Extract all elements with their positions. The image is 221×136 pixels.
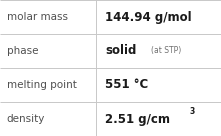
- Text: solid: solid: [105, 44, 136, 58]
- Text: 3: 3: [190, 107, 195, 116]
- Text: 551 °C: 551 °C: [105, 78, 148, 92]
- Text: phase: phase: [7, 46, 38, 56]
- Text: density: density: [7, 114, 45, 124]
- Text: (at STP): (at STP): [151, 47, 181, 55]
- Text: 2.51 g/cm: 2.51 g/cm: [105, 112, 170, 126]
- Text: 144.94 g/mol: 144.94 g/mol: [105, 10, 192, 24]
- Text: melting point: melting point: [7, 80, 76, 90]
- Text: molar mass: molar mass: [7, 12, 68, 22]
